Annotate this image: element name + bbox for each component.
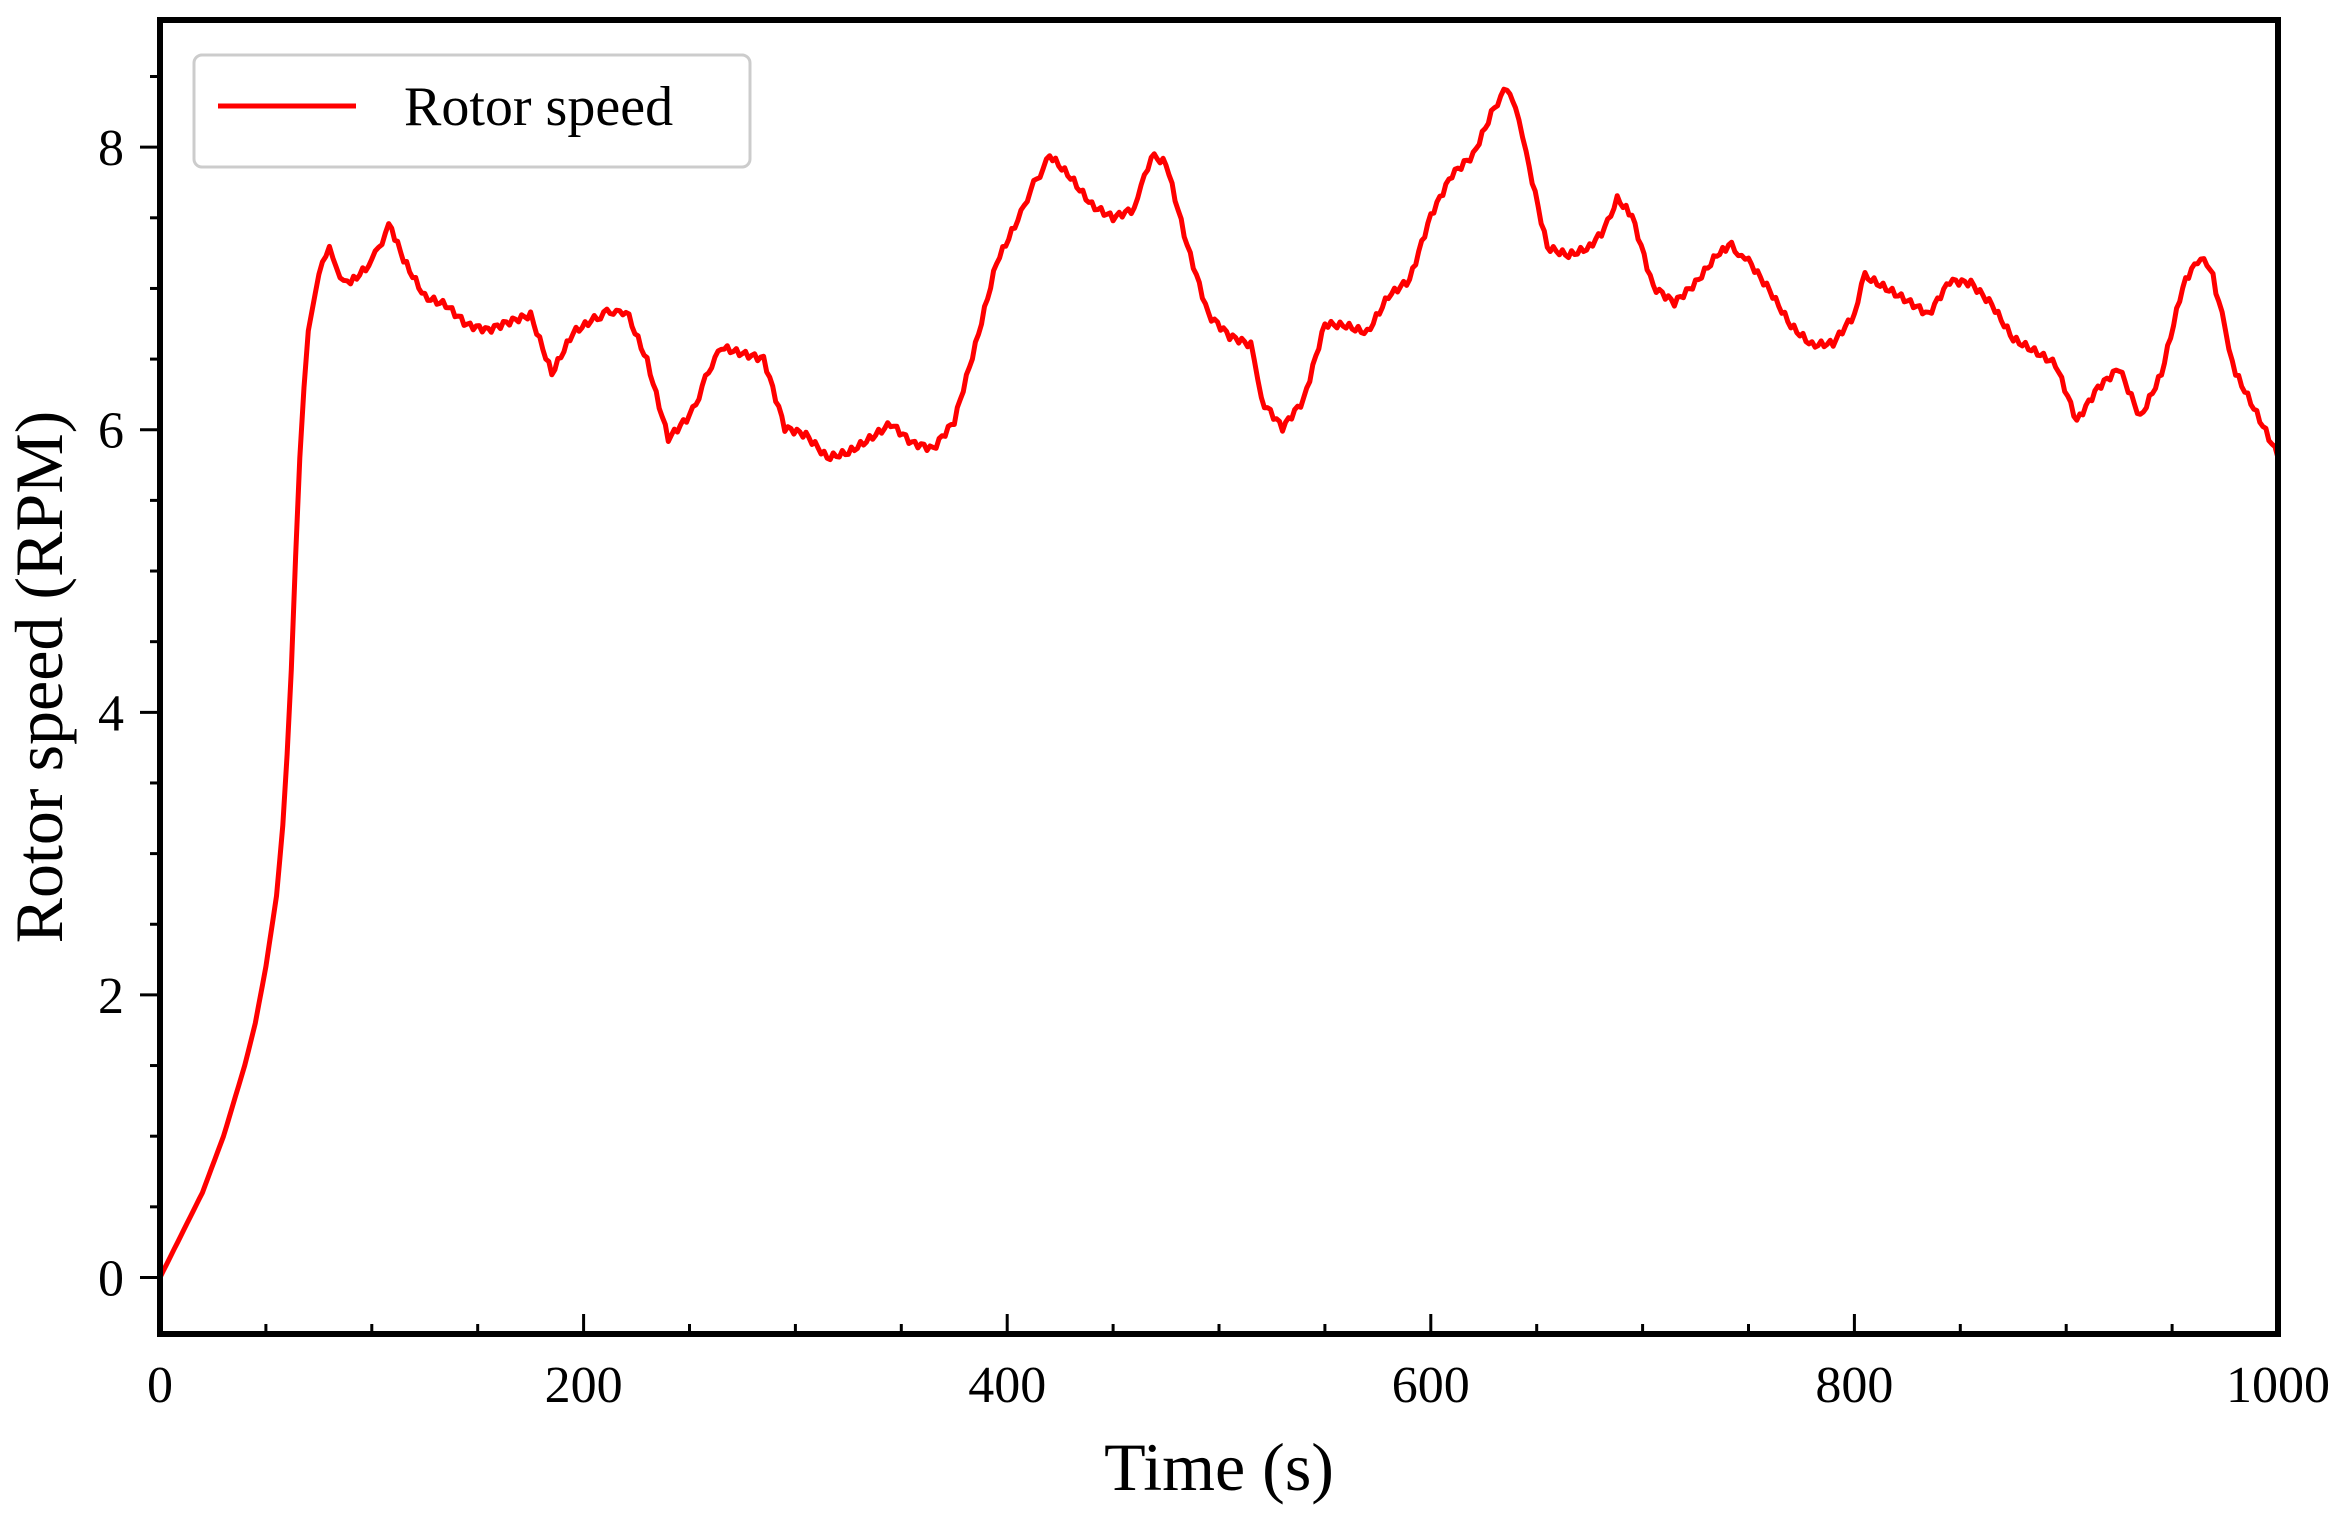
legend-box: [192, 53, 752, 169]
y-tick-label: 0: [98, 1250, 124, 1307]
x-tick-label: 200: [545, 1357, 623, 1414]
y-tick-label: 2: [98, 968, 124, 1025]
x-axis-title: Time (s): [1104, 1429, 1334, 1505]
y-axis-title: Rotor speed (RPM): [1, 411, 77, 944]
legend-label: Rotor speed: [404, 76, 673, 138]
series-line-rotor-speed: [157, 86, 2281, 1280]
x-tick-label: 400: [968, 1357, 1046, 1414]
x-tick-label: 600: [1392, 1357, 1470, 1414]
legend: Rotor speed: [192, 53, 752, 169]
x-tick-label: 0: [147, 1357, 173, 1414]
series-layer: [157, 86, 2281, 1280]
y-tick-label: 4: [98, 685, 124, 742]
x-tick-label: 1000: [2226, 1357, 2330, 1414]
tick-labels: 0 200 400 600 800 1000 0 2 4 6 8: [98, 120, 2330, 1414]
y-tick-label: 6: [98, 403, 124, 460]
x-tick-label: 800: [1815, 1357, 1893, 1414]
y-tick-label: 8: [98, 120, 124, 177]
plot-frame: [157, 17, 2281, 1337]
